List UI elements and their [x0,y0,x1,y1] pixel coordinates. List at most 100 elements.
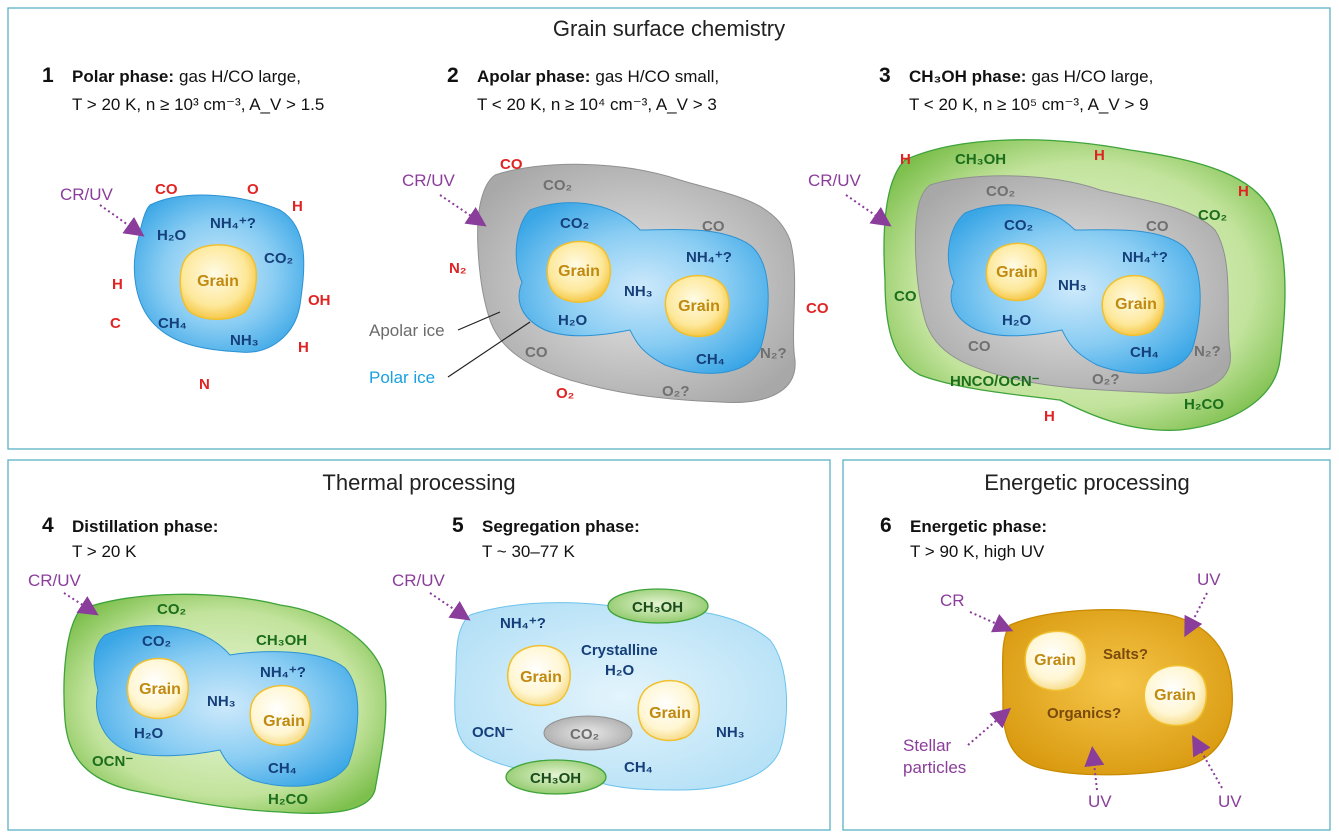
grain-3a [985,242,1047,302]
svg-text:H₂O: H₂O [157,227,186,244]
grain-2b [664,274,730,338]
svg-text:H₂O: H₂O [134,725,163,742]
diagram-distillation-phase: Grain Grain CO₂ NH₃ H₂O NH₄⁺? CH₄ CO₂ CH… [28,571,387,814]
svg-text:NH₃: NH₃ [1058,277,1087,294]
svg-text:H₂O: H₂O [605,662,634,679]
svg-text:CO₂: CO₂ [560,215,589,232]
svg-text:CR/UV: CR/UV [808,171,862,190]
svg-text:O₂: O₂ [556,385,574,402]
svg-text:H₂O: H₂O [558,312,587,329]
svg-text:CO: CO [1146,218,1169,235]
svg-text:CH₄: CH₄ [624,759,653,776]
svg-text:UV: UV [1197,570,1221,589]
diagram-energetic-phase: Grain Grain Salts? Organics? CR UV Stell… [903,570,1242,811]
svg-text:H: H [1238,183,1249,200]
ch3oh-pill-top [607,588,709,624]
phase-1-header: 1 Polar phase: gas H/CO large, T > 20 K, … [42,64,324,114]
svg-text:Distillation phase:: Distillation phase: [72,517,218,536]
svg-text:5: 5 [452,514,464,537]
svg-text:Polar ice: Polar ice [369,368,435,387]
diagram-ch3oh-phase: Grain Grain CO₂ NH₃ H₂O NH₄⁺? CH₄ CO₂ CO… [808,139,1286,431]
svg-text:OCN⁻: OCN⁻ [92,753,133,770]
svg-text:Grain: Grain [139,681,181,698]
svg-text:Stellar: Stellar [903,736,952,755]
svg-text:CO: CO [702,218,725,235]
svg-text:OCN⁻: OCN⁻ [472,724,513,741]
svg-text:CH₄: CH₄ [696,351,725,368]
svg-text:CH₃OH: CH₃OH [256,632,307,649]
svg-text:Salts?: Salts? [1103,646,1148,663]
svg-text:UV: UV [1218,792,1242,811]
svg-text:CO₂: CO₂ [142,633,171,650]
grain-6a [1024,630,1088,692]
svg-text:Grain: Grain [197,273,239,290]
svg-text:T > 20 K: T > 20 K [72,542,137,561]
svg-text:N₂?: N₂? [760,345,787,362]
svg-text:O₂?: O₂? [662,383,690,400]
svg-text:Grain: Grain [1034,652,1076,669]
svg-text:CH₃OH: CH₃OH [530,770,581,787]
grain-4b [249,684,312,746]
svg-text:Grain: Grain [1154,687,1196,704]
svg-text:T ~ 30–77 K: T ~ 30–77 K [482,542,575,561]
svg-text:H₂O: H₂O [1002,312,1031,329]
svg-text:Grain: Grain [263,713,305,730]
phase-5-header: 5 Segregation phase: T ~ 30–77 K [452,514,640,561]
grain-5a [507,644,571,707]
svg-text:CH₄: CH₄ [268,760,297,777]
grain-4a [126,657,189,720]
svg-text:CH₄: CH₄ [1130,344,1159,361]
svg-text:N₂: N₂ [449,260,467,277]
svg-text:H: H [298,339,309,356]
svg-text:C: C [110,315,121,332]
svg-text:3: 3 [879,64,891,87]
svg-text:Polar phase:gas H/CO large,: Polar phase: gas H/CO large, [72,67,301,86]
diagram-apolar-phase: Grain Grain CO₂ NH₃ H₂O NH₄⁺? CH₄ CO₂ CO… [369,156,829,403]
phase-2-header: 2 Apolar phase: gas H/CO small, T < 20 K,… [447,64,719,114]
svg-text:CO₂: CO₂ [157,601,186,618]
ch3oh-pill-bottom [505,759,607,795]
svg-text:H: H [112,276,123,293]
svg-text:Grain: Grain [1115,296,1157,313]
phase-4-header: 4 Distillation phase: T > 20 K [42,514,218,561]
panel-title-energetic: Energetic processing [984,470,1189,495]
svg-text:CH₄: CH₄ [158,315,187,332]
panel-grain-surface-frame [7,7,1331,450]
svg-text:H: H [1094,147,1105,164]
svg-text:NH₃: NH₃ [716,724,745,741]
svg-text:CO₂: CO₂ [543,177,572,194]
svg-text:O₂?: O₂? [1092,371,1120,388]
svg-text:NH₃: NH₃ [207,693,236,710]
svg-text:N: N [199,376,210,393]
grain-5b [637,679,700,742]
svg-text:HNCO/OCN⁻: HNCO/OCN⁻ [950,373,1040,390]
svg-text:NH₄⁺?: NH₄⁺? [500,615,546,632]
svg-text:4: 4 [42,514,54,537]
svg-text:Energetic phase:: Energetic phase: [910,517,1047,536]
svg-text:CO: CO [155,181,178,198]
svg-text:UV: UV [1088,792,1112,811]
svg-text:NH₃: NH₃ [624,283,653,300]
svg-text:CO: CO [500,156,523,173]
svg-text:NH₄⁺?: NH₄⁺? [686,249,732,266]
panel-thermal-frame [7,459,831,831]
co2-pill [543,715,633,751]
svg-text:Grain: Grain [520,669,562,686]
svg-text:Organics?: Organics? [1047,705,1121,722]
svg-text:CR/UV: CR/UV [28,571,82,590]
svg-text:2: 2 [447,64,459,87]
svg-text:OH: OH [308,292,331,309]
phase-3-header: 3 CH₃OH phase: gas H/CO large, T < 20 K, … [879,64,1153,114]
svg-text:O: O [247,181,259,198]
svg-text:CO: CO [525,344,548,361]
svg-text:H: H [292,198,303,215]
svg-text:CO: CO [806,300,829,317]
svg-text:Grain: Grain [649,705,691,722]
svg-text:CR/UV: CR/UV [402,171,456,190]
svg-text:1: 1 [42,64,54,87]
svg-text:Crystalline: Crystalline [581,642,658,659]
svg-text:NH₄⁺?: NH₄⁺? [260,664,306,681]
svg-text:CH₃OH phase:gas H/CO large,: CH₃OH phase: gas H/CO large, [909,67,1153,86]
svg-text:T > 90 K, high UV: T > 90 K, high UV [910,542,1045,561]
